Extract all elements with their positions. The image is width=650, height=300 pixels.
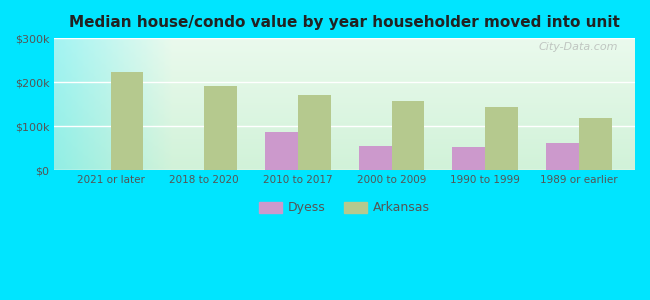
- Bar: [204, 86, 237, 170]
- Legend: Dyess, Arkansas: Dyess, Arkansas: [254, 196, 436, 220]
- Bar: [578, 118, 612, 170]
- Bar: [391, 100, 424, 170]
- Bar: [111, 73, 144, 170]
- Bar: [359, 146, 391, 170]
- Text: City-Data.com: City-Data.com: [538, 42, 617, 52]
- Bar: [485, 107, 518, 170]
- Bar: [265, 132, 298, 170]
- Bar: [298, 95, 331, 170]
- Title: Median house/condo value by year householder moved into unit: Median house/condo value by year househo…: [70, 15, 620, 30]
- Bar: [546, 143, 578, 170]
- Bar: [452, 147, 485, 170]
